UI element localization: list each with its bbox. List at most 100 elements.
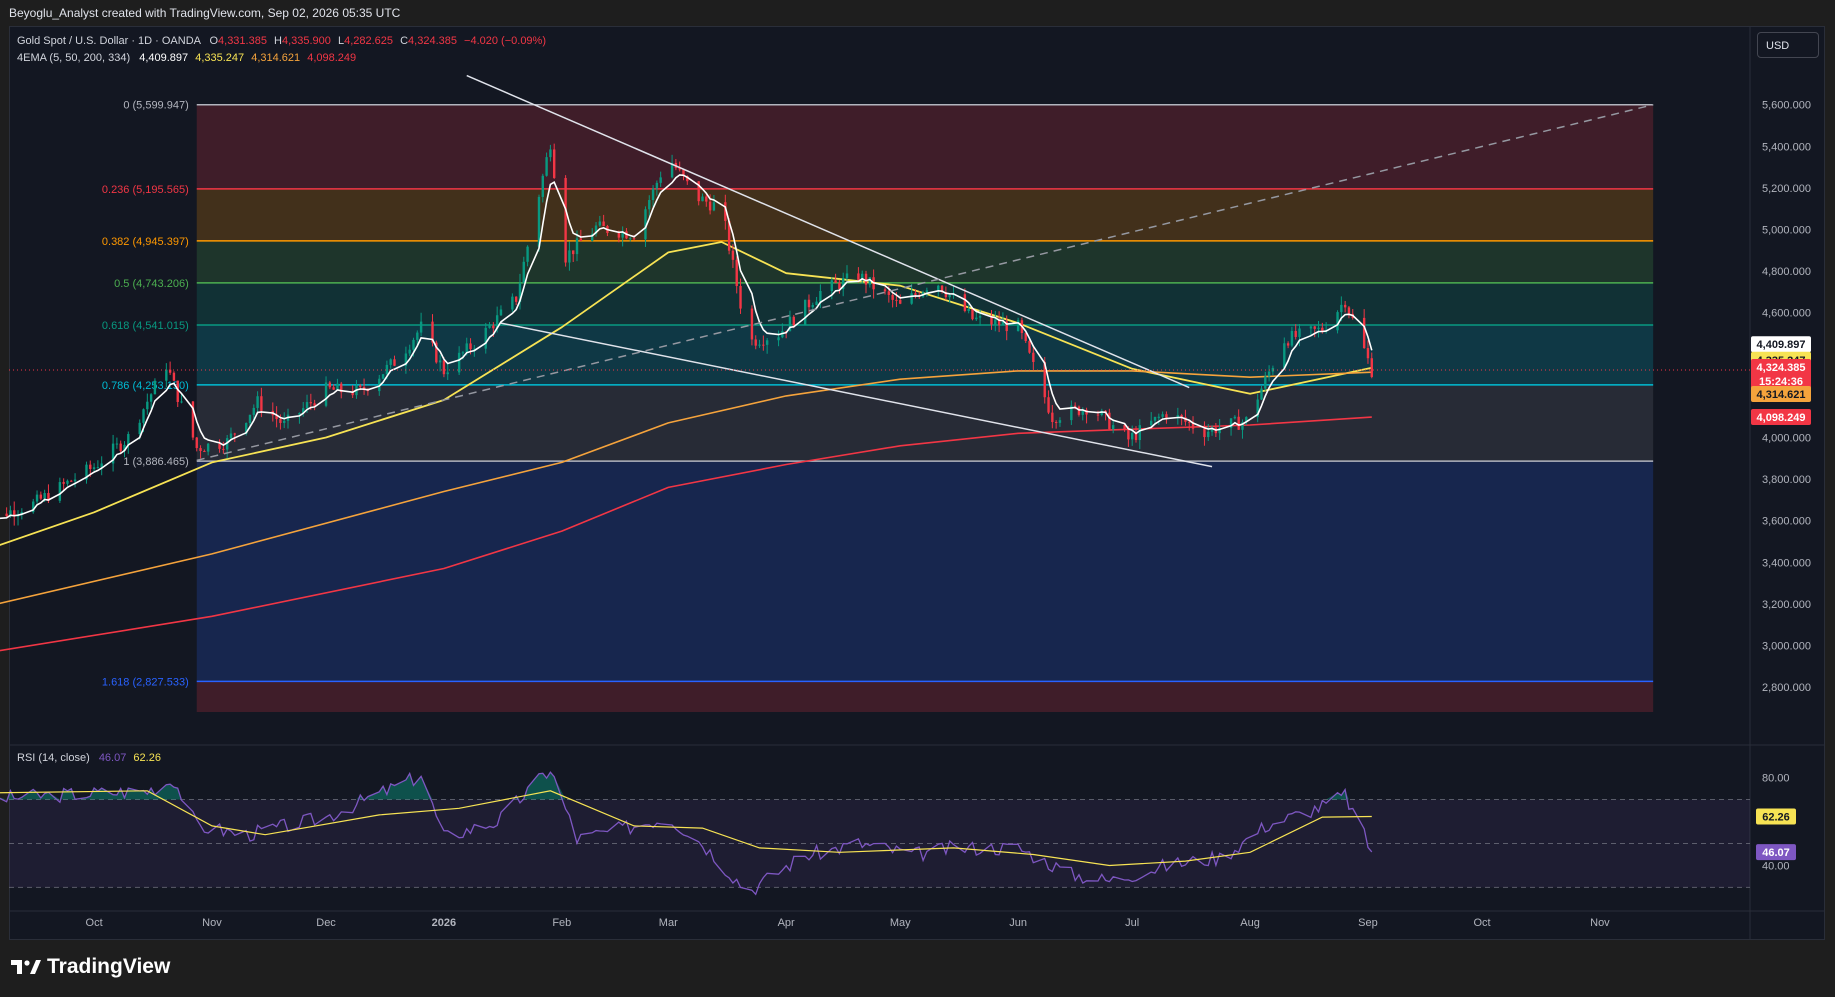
candle-body bbox=[975, 317, 978, 320]
candle-body bbox=[579, 238, 583, 241]
time-axis-tick: 2026 bbox=[432, 917, 456, 929]
time-axis-tick: Oct bbox=[86, 917, 103, 929]
candle-body bbox=[446, 372, 449, 375]
candle-body bbox=[940, 285, 944, 293]
candle-body bbox=[279, 419, 282, 423]
candle-body bbox=[70, 480, 73, 482]
candle-body bbox=[168, 369, 172, 373]
low-label: L bbox=[337, 35, 345, 47]
candle-body bbox=[1256, 399, 1259, 418]
upper-wedge-line[interactable] bbox=[466, 74, 1190, 389]
candle-body bbox=[416, 332, 419, 340]
candle-body bbox=[727, 220, 731, 251]
candle-body bbox=[705, 196, 708, 202]
candle-body bbox=[1134, 433, 1138, 440]
rsi-line[interactable] bbox=[0, 771, 1373, 896]
candle-body bbox=[340, 383, 343, 393]
candle-body bbox=[244, 423, 248, 434]
price-tag-value: 4,409.897 bbox=[1757, 339, 1806, 351]
candle-body bbox=[1157, 416, 1161, 418]
candle-body bbox=[412, 339, 415, 350]
candle-body bbox=[283, 420, 286, 423]
lower-wedge-line[interactable] bbox=[500, 322, 1213, 468]
currency-button[interactable]: USD bbox=[1757, 32, 1819, 58]
time-axis-tick: Jun bbox=[1009, 917, 1027, 929]
candle-body bbox=[225, 438, 229, 450]
candle-body bbox=[408, 349, 411, 354]
candle-body bbox=[1362, 317, 1366, 349]
candle-body bbox=[438, 360, 442, 363]
candle-body bbox=[1130, 433, 1134, 440]
candle-body bbox=[1286, 343, 1290, 346]
candle-body bbox=[891, 294, 894, 300]
ema-legend: 4EMA (5, 50, 200, 334) 4,409.897 4,335.2… bbox=[17, 52, 356, 64]
candle-body bbox=[1180, 415, 1183, 418]
ema-indicator-label[interactable]: 4EMA (5, 50, 200, 334) bbox=[17, 52, 131, 64]
candle-body bbox=[142, 409, 145, 423]
candle-body bbox=[275, 415, 278, 420]
price-axis-tick: 5,000.000 bbox=[1762, 225, 1811, 237]
chart-caption: Beyoglu_Analyst created with TradingView… bbox=[9, 6, 401, 20]
candle-body bbox=[495, 315, 499, 329]
candle-body bbox=[1309, 326, 1313, 329]
candle-body bbox=[1210, 427, 1214, 432]
candle-body bbox=[598, 221, 602, 226]
fib-level-label: 0.5 (4,743.206) bbox=[114, 278, 189, 290]
ema334-value: 4,098.249 bbox=[307, 52, 357, 64]
ema-line-ema-334[interactable] bbox=[0, 416, 1372, 654]
high-label: H bbox=[274, 35, 282, 47]
candle-body bbox=[222, 448, 225, 450]
dashed-trend-line[interactable] bbox=[196, 103, 1654, 462]
candle-body bbox=[404, 353, 408, 366]
candle-body bbox=[552, 149, 556, 178]
fibonacci-retracement[interactable]: 0 (5,599.947) 0.236 (5,195.565) 0.382 (4,9… bbox=[102, 100, 1654, 712]
ema-line-ema-200[interactable] bbox=[0, 370, 1372, 608]
candle-body bbox=[1108, 412, 1111, 430]
candle-body bbox=[1051, 412, 1054, 423]
candle-body bbox=[1111, 425, 1115, 430]
candle-body bbox=[1233, 416, 1237, 419]
candle-body bbox=[85, 464, 88, 480]
candle-body bbox=[568, 250, 571, 263]
rsi-ma-line[interactable] bbox=[0, 790, 1372, 867]
high-value: 4,335.900 bbox=[281, 35, 331, 47]
candle-body bbox=[1028, 341, 1031, 353]
time-axis-tick: Nov bbox=[202, 917, 222, 929]
candle-body bbox=[914, 293, 917, 295]
time-axis-tick: May bbox=[890, 917, 911, 929]
candle-body bbox=[149, 394, 153, 402]
candle-body bbox=[735, 259, 738, 287]
candle-body bbox=[66, 480, 69, 484]
candle-body bbox=[492, 325, 495, 329]
candle-body bbox=[651, 188, 655, 201]
candle-body bbox=[1241, 422, 1244, 430]
candle-body bbox=[944, 292, 948, 298]
candle-body bbox=[332, 387, 335, 390]
tradingview-brand[interactable]: TradingView bbox=[11, 955, 170, 979]
open-label: O bbox=[209, 35, 219, 47]
rsi-axis-tick: 80.00 bbox=[1762, 773, 1790, 785]
candle-body bbox=[602, 221, 605, 227]
candle-body bbox=[1191, 422, 1195, 429]
candle-body bbox=[1123, 425, 1126, 431]
candle-body bbox=[1043, 361, 1046, 398]
fib-level-label: 0.618 (4,541.015) bbox=[102, 320, 189, 332]
rsi-tag-value: 46.07 bbox=[1762, 847, 1790, 859]
candle-body bbox=[815, 301, 818, 306]
change-value: −4.020 (−0.09%) bbox=[464, 35, 546, 47]
candle-body bbox=[883, 289, 887, 292]
candle-body bbox=[803, 299, 807, 326]
candle-body bbox=[910, 293, 913, 304]
candle-body bbox=[229, 433, 233, 439]
ema-line-ema-50[interactable] bbox=[0, 241, 1372, 552]
candle-body bbox=[841, 278, 845, 289]
ema-line-ema-5[interactable] bbox=[0, 174, 1373, 523]
time-axis-tick: Feb bbox=[552, 917, 571, 929]
candle-body bbox=[1317, 327, 1320, 329]
candle-body bbox=[1245, 417, 1248, 423]
candle-body bbox=[838, 282, 841, 289]
rsi-indicator-label[interactable]: RSI (14, close) bbox=[17, 752, 90, 764]
candle-body bbox=[180, 401, 183, 403]
symbol-title[interactable]: Gold Spot / U.S. Dollar · 1D · OANDA bbox=[17, 35, 201, 47]
